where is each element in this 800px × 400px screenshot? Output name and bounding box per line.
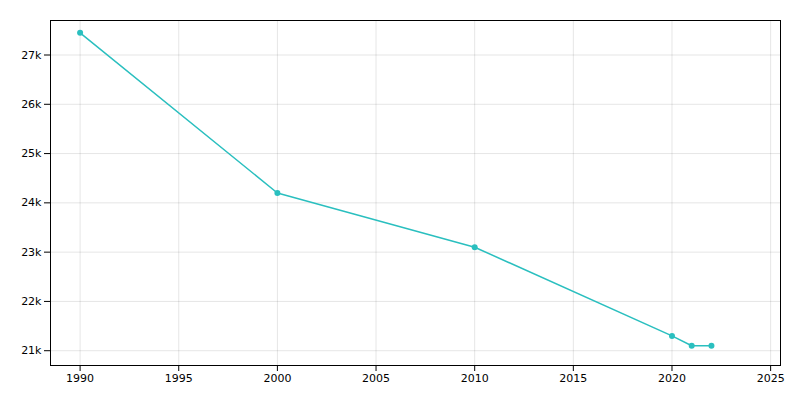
svg-text:22k: 22k (21, 295, 42, 308)
svg-text:21k: 21k (21, 344, 42, 357)
svg-text:27k: 27k (21, 49, 42, 62)
svg-text:25k: 25k (21, 147, 42, 160)
svg-text:26k: 26k (21, 98, 42, 111)
svg-text:24k: 24k (21, 196, 42, 209)
svg-text:2000: 2000 (263, 372, 291, 385)
svg-text:1990: 1990 (66, 372, 94, 385)
svg-text:2020: 2020 (658, 372, 686, 385)
svg-text:2010: 2010 (461, 372, 489, 385)
svg-text:2005: 2005 (362, 372, 390, 385)
svg-text:2015: 2015 (559, 372, 587, 385)
svg-text:1995: 1995 (165, 372, 193, 385)
svg-text:2025: 2025 (757, 372, 785, 385)
svg-text:23k: 23k (21, 246, 42, 259)
